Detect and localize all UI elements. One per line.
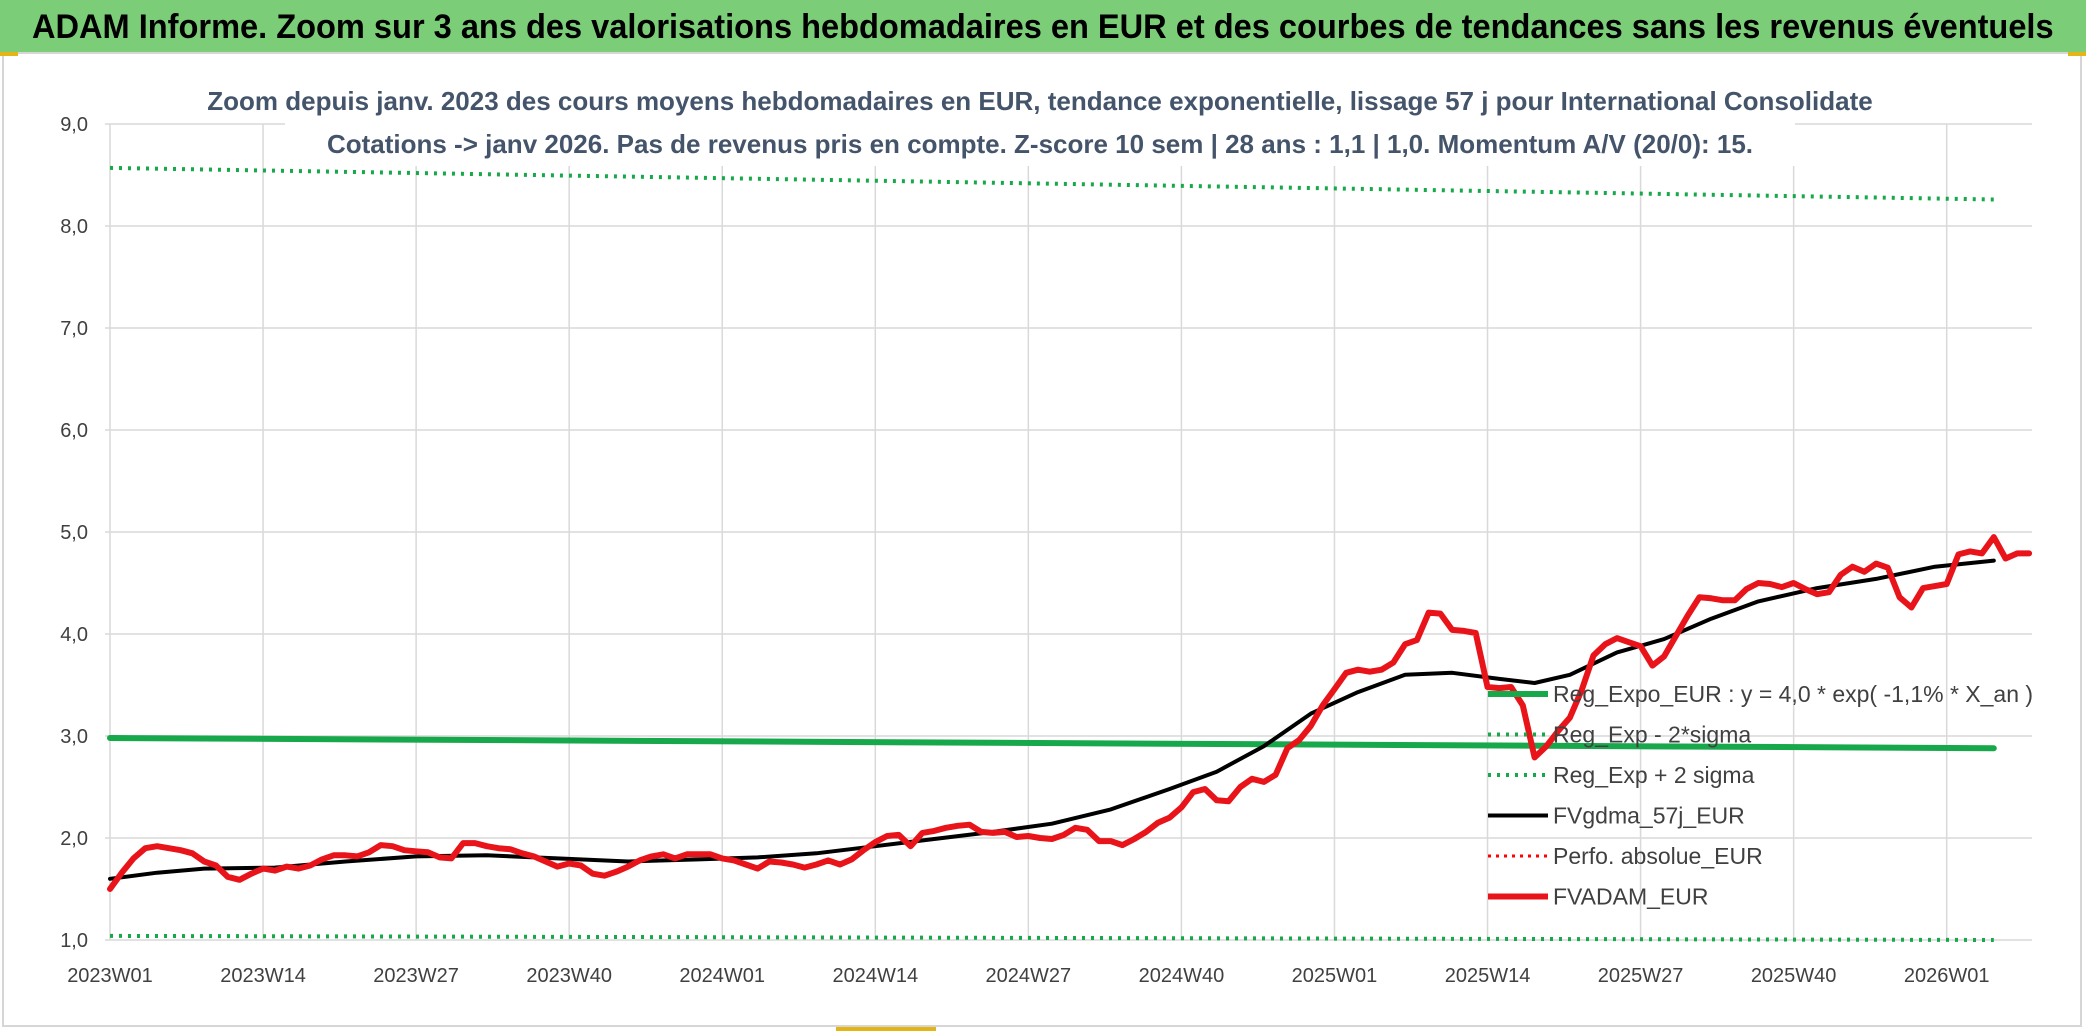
frame-bottom-accent: [836, 1027, 936, 1031]
x-tick-label: 2026W01: [1904, 965, 1990, 987]
x-tick-label: 2025W14: [1445, 965, 1531, 987]
frame-corner-accent-right: [2068, 52, 2086, 56]
legend: Reg_Expo_EUR : y = 4,0 * exp( -1,1% * X_…: [1488, 681, 2033, 910]
x-tick-label: 2024W01: [679, 965, 765, 987]
chart-title: Zoom depuis janv. 2023 des cours moyens …: [207, 82, 1873, 166]
legend-label: Reg_Expo_EUR : y = 4,0 * exp( -1,1% * X_…: [1553, 681, 2033, 707]
y-tick-label: 4,0: [60, 624, 88, 646]
x-tick-label: 2025W01: [1292, 965, 1378, 987]
x-tick-label: 2024W14: [832, 965, 918, 987]
legend-label: Reg_Exp + 2 sigma: [1553, 762, 1755, 788]
y-tick-label: 6,0: [60, 420, 88, 442]
legend-label: FVgdma_57j_EUR: [1553, 803, 1745, 829]
x-tick-label: 2023W40: [526, 965, 612, 987]
y-tick-label: 8,0: [60, 216, 88, 238]
y-tick-label: 1,0: [60, 930, 88, 952]
x-tick-label: 2023W01: [67, 965, 153, 987]
y-tick-label: 7,0: [60, 318, 88, 340]
series-lines: [107, 165, 2033, 942]
x-tick-label: 2023W27: [373, 965, 459, 987]
legend-label: FVADAM_EUR: [1553, 884, 1709, 910]
chart-frame: [2, 52, 2082, 1027]
y-axis-ticks: 1,0 2,0 3,0 4,0 5,0 6,0 7,0 8,0 9,0: [60, 114, 88, 952]
series-line-2: [109, 165, 1994, 202]
x-tick-label: 2024W27: [986, 965, 1072, 987]
report-banner: ADAM Informe. Zoom sur 3 ans des valoris…: [0, 0, 2086, 54]
series-line-3: [108, 558, 1996, 881]
legend-label: Perfo. absolue_EUR: [1553, 843, 1763, 869]
y-tick-label: 5,0: [60, 522, 88, 544]
chart-title-line-2: Cotations -> janv 2026. Pas de revenus p…: [327, 129, 1753, 159]
y-tick-label: 9,0: [60, 114, 88, 136]
x-axis-ticks: 2023W01 2023W14 2023W27 2023W40 2024W01 2024W…: [67, 965, 1989, 987]
report-title: ADAM Informe. Zoom sur 3 ans des valoris…: [32, 8, 2054, 46]
x-tick-label: 2023W14: [220, 965, 306, 987]
grid-lines: [105, 123, 2032, 941]
x-tick-label: 2024W40: [1139, 965, 1225, 987]
y-tick-label: 3,0: [60, 726, 88, 748]
series-line-0: [107, 735, 1997, 752]
legend-label: Reg_Exp - 2*sigma: [1553, 722, 1751, 748]
series-line-5: [107, 534, 2033, 892]
y-tick-label: 2,0: [60, 828, 88, 850]
x-tick-label: 2025W27: [1598, 965, 1684, 987]
x-tick-label: 2025W40: [1751, 965, 1837, 987]
frame-corner-accent-left: [0, 52, 18, 56]
chart-title-line-1: Zoom depuis janv. 2023 des cours moyens …: [207, 86, 1872, 116]
